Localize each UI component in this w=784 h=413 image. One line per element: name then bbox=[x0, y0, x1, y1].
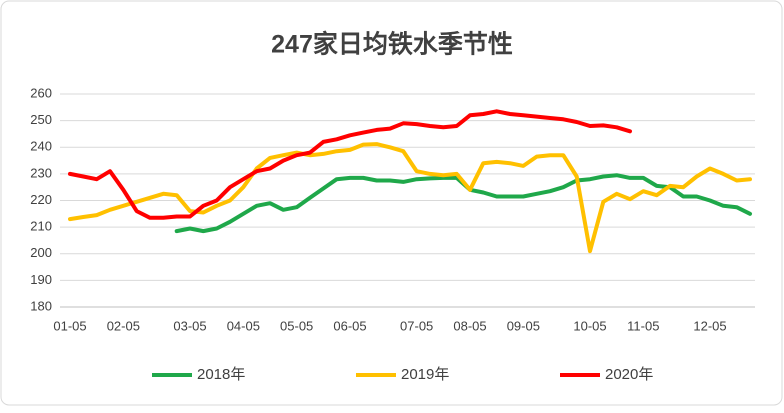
series-line bbox=[68, 142, 752, 254]
series-line bbox=[68, 109, 632, 220]
y-tick-label: 180 bbox=[30, 298, 52, 313]
legend-label: 2019年 bbox=[401, 366, 449, 383]
y-tick-label: 260 bbox=[30, 85, 52, 100]
x-tick-label: 08-05 bbox=[453, 318, 486, 333]
y-tick-label: 240 bbox=[30, 139, 52, 154]
y-tick-label: 230 bbox=[30, 165, 52, 180]
legend-label: 2018年 bbox=[197, 366, 245, 383]
x-tick-label: 12-05 bbox=[693, 318, 726, 333]
x-tick-label: 10-05 bbox=[573, 318, 606, 333]
chart-title: 247家日均铁水季节性 bbox=[271, 30, 513, 59]
x-tick-label: 01-05 bbox=[53, 318, 86, 333]
legend-label: 2020年 bbox=[605, 366, 653, 383]
x-tick-label: 03-05 bbox=[173, 318, 206, 333]
x-tick-label: 05-05 bbox=[280, 318, 313, 333]
y-tick-label: 250 bbox=[30, 112, 52, 127]
x-tick-label: 04-05 bbox=[227, 318, 260, 333]
y-tick-label: 190 bbox=[30, 272, 52, 287]
x-tick-label: 09-05 bbox=[507, 318, 540, 333]
x-tick-label: 06-05 bbox=[333, 318, 366, 333]
y-tick-label: 220 bbox=[30, 192, 52, 207]
x-tick-label: 07-05 bbox=[400, 318, 433, 333]
y-tick-label: 210 bbox=[30, 219, 52, 234]
x-tick-label: 11-05 bbox=[627, 318, 659, 333]
y-tick-label: 200 bbox=[30, 245, 52, 260]
x-tick-label: 02-05 bbox=[107, 318, 140, 333]
